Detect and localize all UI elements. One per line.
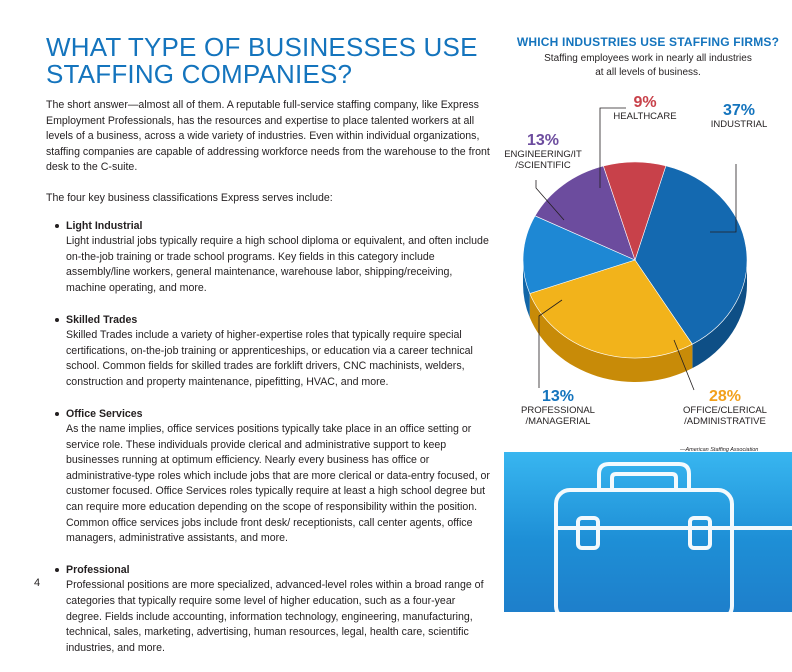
slice-name: OFFICE/CLERICAL bbox=[683, 405, 767, 416]
pie-chart bbox=[522, 107, 748, 391]
classification-name: Skilled Trades bbox=[66, 313, 138, 326]
leader-line bbox=[710, 164, 737, 233]
pie-slice bbox=[602, 161, 667, 261]
title-line-2: STAFFING COMPANIES? bbox=[46, 59, 353, 89]
classification-text: As the name implies, office services pos… bbox=[66, 423, 490, 545]
pie-slice bbox=[522, 215, 636, 294]
slice-percent: 28% bbox=[708, 388, 742, 405]
chart-title: WHICH INDUSTRIES USE STAFFING FIRMS? bbox=[516, 35, 780, 49]
chart-sidebar: WHICH INDUSTRIES USE STAFFING FIRMS? Sta… bbox=[504, 0, 792, 612]
list-item: Light Industrial Light industrial jobs t… bbox=[46, 219, 494, 297]
list-item: Professional Professional positions are … bbox=[46, 563, 494, 657]
bullet-icon bbox=[55, 567, 59, 572]
list-item: Office Services As the name implies, off… bbox=[46, 407, 494, 547]
source-credit: —American Staffing Association bbox=[680, 447, 759, 453]
slice-percent: 9% bbox=[633, 94, 657, 111]
classification-text: Skilled Trades include a variety of high… bbox=[66, 329, 473, 388]
classification-name: Office Services bbox=[66, 407, 143, 420]
page-title: WHAT TYPE OF BUSINESSES USE STAFFING COM… bbox=[46, 34, 494, 88]
leader-line bbox=[538, 299, 563, 388]
subtitle-line-2: at all levels of business. bbox=[595, 67, 701, 78]
bullet-icon bbox=[55, 317, 59, 322]
pie-slice bbox=[534, 165, 636, 261]
pie-slice bbox=[634, 165, 748, 345]
slice-name-2: /SCIENTIFIC bbox=[515, 160, 571, 171]
slice-label-industrial: 37% INDUSTRIAL bbox=[707, 102, 771, 130]
chart-subtitle: Staffing employees work in nearly all in… bbox=[524, 52, 772, 80]
pie-sides bbox=[523, 260, 747, 382]
intro-paragraph: The short answer—almost all of them. A r… bbox=[46, 99, 490, 174]
slice-name: INDUSTRIAL bbox=[710, 119, 768, 130]
bullet-icon bbox=[55, 223, 59, 228]
slice-percent: 13% bbox=[526, 132, 560, 149]
slice-name: HEALTHCARE bbox=[613, 111, 677, 122]
bullet-icon bbox=[55, 411, 59, 416]
classification-text: Professional positions are more speciali… bbox=[66, 579, 484, 654]
pie-slice-side bbox=[529, 293, 693, 382]
pie-slice-side bbox=[523, 260, 530, 318]
briefcase-icon bbox=[554, 462, 792, 612]
leader-line bbox=[673, 339, 695, 391]
list-item: Skilled Trades Skilled Trades include a … bbox=[46, 313, 494, 391]
slice-name: PROFESSIONAL bbox=[521, 405, 595, 416]
pie-slice bbox=[529, 259, 693, 359]
subtitle-line-1: Staffing employees work in nearly all in… bbox=[544, 53, 752, 64]
classification-name: Light Industrial bbox=[66, 219, 143, 232]
slice-percent: 13% bbox=[541, 388, 575, 405]
classification-list: Light Industrial Light industrial jobs t… bbox=[46, 219, 494, 657]
leader-lines bbox=[535, 107, 737, 391]
slice-name-2: /ADMINISTRATIVE bbox=[684, 416, 766, 427]
slice-percent: 37% bbox=[722, 102, 756, 119]
title-line-1: WHAT TYPE OF BUSINESSES USE bbox=[46, 32, 478, 62]
blue-band bbox=[504, 452, 792, 612]
slice-label-office: 28% OFFICE/CLERICAL /ADMINISTRATIVE bbox=[682, 388, 768, 427]
pie-slice-side bbox=[692, 260, 747, 369]
slice-label-healthcare: 9% HEALTHCARE bbox=[607, 94, 683, 122]
article: WHAT TYPE OF BUSINESSES USE STAFFING COM… bbox=[46, 34, 494, 672]
slice-name: ENGINEERING/IT bbox=[504, 149, 582, 160]
slice-name-2: /MANAGERIAL bbox=[525, 416, 591, 427]
lead-paragraph: The four key business classifications Ex… bbox=[46, 191, 333, 204]
pie-tops bbox=[522, 161, 748, 359]
slice-label-engineering: 13% ENGINEERING/IT /SCIENTIFIC bbox=[504, 132, 582, 171]
classification-name: Professional bbox=[66, 563, 130, 576]
page-number: 4 bbox=[34, 577, 41, 589]
leader-line bbox=[535, 180, 565, 221]
slice-label-professional: 13% PROFESSIONAL /MANAGERIAL bbox=[520, 388, 596, 427]
leader-line bbox=[599, 107, 626, 188]
classification-text: Light industrial jobs typically require … bbox=[66, 235, 489, 294]
